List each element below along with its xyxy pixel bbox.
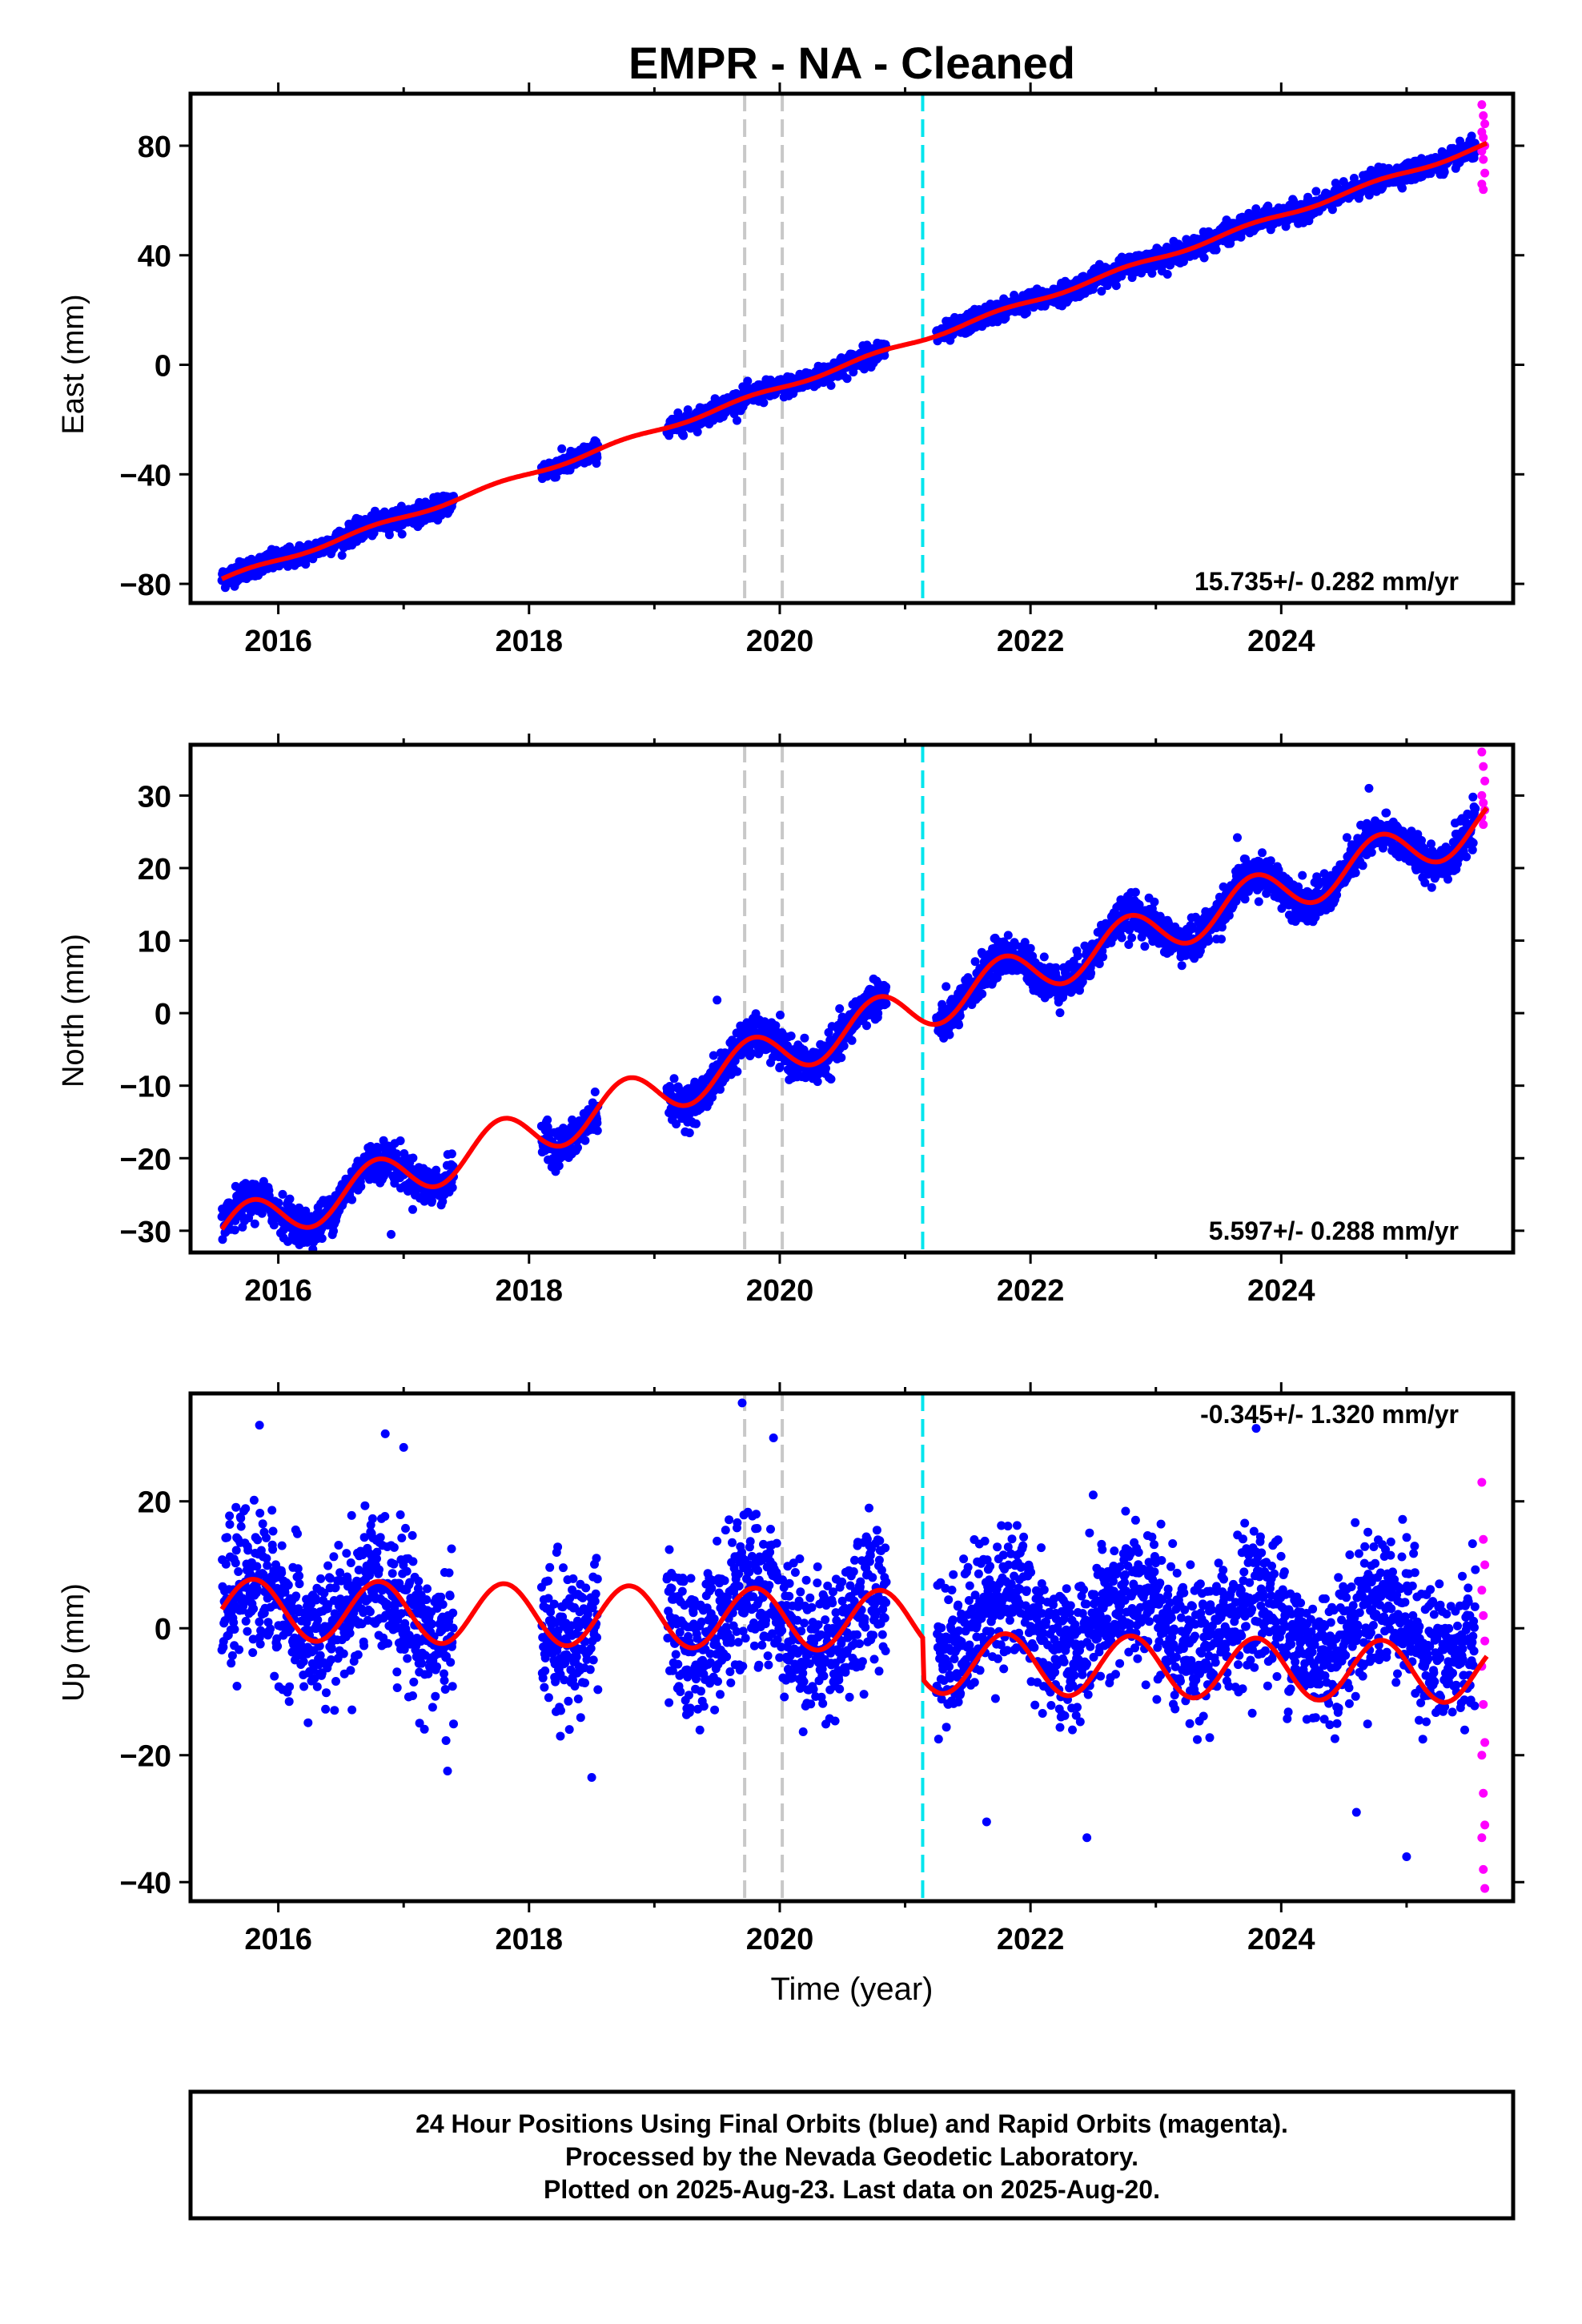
east-data-point	[1097, 287, 1106, 296]
north-data-point	[881, 982, 891, 991]
north-data-point	[692, 1119, 701, 1128]
east-rapid-point	[1479, 185, 1488, 195]
north-data-point	[847, 1035, 857, 1045]
north-data-point	[250, 1219, 259, 1228]
north-data-point	[813, 1077, 822, 1087]
north-data-point	[1055, 1008, 1065, 1018]
east-y-tick-label: 0	[155, 350, 171, 384]
north-data-point	[1026, 943, 1035, 953]
east-data-point	[826, 380, 836, 390]
north-data-point	[573, 1143, 582, 1152]
north-data-point	[942, 982, 951, 991]
east-rate-label: 15.735+/- 0.282 mm/yr	[1195, 567, 1459, 596]
north-data-point	[580, 1136, 590, 1145]
north-data-point	[978, 989, 987, 999]
north-data-point	[685, 1128, 694, 1138]
north-data-point	[733, 1067, 742, 1076]
east-data-point	[733, 416, 741, 425]
east-data-point	[1439, 167, 1449, 177]
east-data-point	[1263, 201, 1273, 211]
east-y-tick-label: −80	[120, 569, 171, 602]
east-data-point	[1398, 183, 1407, 193]
north-data-point	[347, 1195, 357, 1204]
east-data-point	[693, 427, 702, 436]
north-data-point	[317, 1234, 327, 1243]
north-data-point	[954, 1020, 964, 1030]
north-data-point	[408, 1153, 418, 1163]
north-data-point	[1039, 952, 1049, 962]
east-x-tick-label: 2016	[244, 625, 312, 658]
north-data-point	[447, 1149, 456, 1159]
north-data-point	[776, 1011, 785, 1019]
north-data-point	[881, 999, 891, 1008]
east-data-point	[337, 551, 347, 560]
north-data-point	[285, 1194, 295, 1204]
north-data-point	[592, 1126, 602, 1136]
east-y-tick-label: −40	[120, 459, 171, 493]
north-data-point	[432, 1165, 441, 1175]
north-y-axis-label: North (mm)	[57, 934, 90, 1088]
east-data-point	[1311, 187, 1321, 196]
north-data-point	[592, 1118, 602, 1128]
north-data-point	[356, 1182, 366, 1192]
north-data-point	[945, 1030, 954, 1039]
north-data-point	[873, 1008, 883, 1018]
north-data-point	[786, 1031, 796, 1041]
east-data-point	[1111, 281, 1121, 291]
east-rapid-point	[1479, 155, 1488, 164]
north-data-point	[669, 1074, 679, 1084]
north-data-point	[800, 1033, 809, 1043]
east-data-point	[557, 444, 567, 453]
east-rapid-point	[1479, 133, 1488, 143]
east-data-point	[1199, 253, 1209, 263]
east-data-point	[759, 398, 769, 408]
east-data-point	[842, 374, 852, 384]
east-data-point	[369, 529, 379, 538]
east-data-point	[679, 431, 689, 440]
north-data-point	[835, 1004, 845, 1013]
north-data-point	[1051, 963, 1061, 972]
east-panel: East (mm) 80 40 0 −40 −80 2016 2018 2020 2022 202…	[57, 82, 1524, 658]
north-data-point	[590, 1088, 600, 1096]
east-x-tick-label: 2024	[1247, 625, 1315, 658]
east-rapid-point	[1477, 100, 1487, 110]
east-x-tick-label: 2020	[746, 625, 814, 658]
east-data-point	[1022, 308, 1031, 318]
north-data-point	[839, 1041, 849, 1051]
east-x-tick-label: 2022	[997, 625, 1065, 658]
north-data-point	[821, 1063, 830, 1073]
east-rapid-point	[1480, 119, 1490, 129]
east-x-tick-label: 2018	[496, 625, 564, 658]
east-y-axis-label: East (mm)	[57, 294, 90, 434]
figure-title: EMPR - NA - Cleaned	[628, 38, 1075, 88]
east-data-point	[592, 452, 602, 462]
north-data-point	[408, 1204, 417, 1214]
east-rapid-point	[1480, 168, 1490, 178]
east-data-point	[1162, 270, 1172, 279]
north-data-point	[1003, 931, 1013, 940]
north-data-point	[230, 1225, 239, 1235]
east-data-point	[743, 376, 753, 386]
east-data-point	[1211, 245, 1221, 255]
east-rapid-point	[1479, 111, 1488, 120]
north-data-point	[396, 1136, 405, 1145]
east-plot-area	[217, 94, 1490, 603]
east-data-point	[384, 530, 394, 540]
east-y-tick-label: 80	[138, 131, 171, 164]
east-data-point	[370, 506, 379, 516]
east-data-point	[1327, 205, 1337, 215]
east-y-tick-label: 40	[138, 240, 171, 274]
north-data-point	[448, 1183, 457, 1192]
north-data-point	[862, 1021, 871, 1031]
east-data-point	[397, 529, 407, 539]
east-data-point	[1147, 268, 1157, 278]
north-data-point	[554, 1161, 564, 1171]
east-data-point	[683, 405, 693, 415]
north-data-point	[826, 1075, 836, 1084]
north-data-point	[837, 1053, 846, 1063]
